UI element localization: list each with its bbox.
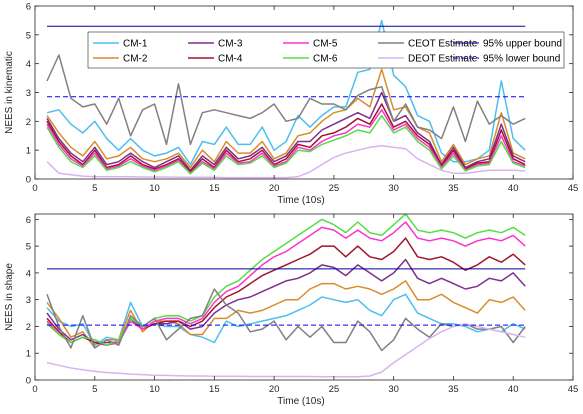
x-tick-label: 20 bbox=[269, 183, 280, 194]
legend-entry: CM-3 bbox=[218, 39, 243, 50]
x-axis-label: Time (10s) bbox=[277, 396, 324, 407]
y-tick-label: 6 bbox=[26, 215, 31, 226]
series-line-ceot-estimate bbox=[46, 288, 526, 352]
x-axis-label: Time (10s) bbox=[277, 195, 324, 206]
y-tick-label: 4 bbox=[26, 268, 31, 279]
series-line-cm-4 bbox=[46, 103, 526, 173]
plot-area bbox=[35, 214, 573, 380]
x-tick-label: 25 bbox=[329, 183, 340, 194]
series-line-deot-estimate bbox=[46, 323, 526, 378]
x-tick-label: 35 bbox=[448, 384, 459, 395]
y-tick-label: 2 bbox=[26, 117, 31, 128]
series-line-cm-2 bbox=[46, 68, 526, 169]
legend-entry: CM-6 bbox=[313, 54, 338, 65]
y-axis-label: NEES in kinematic bbox=[4, 51, 15, 134]
legend-entry: CM-2 bbox=[123, 54, 148, 65]
y-tick-label: 4 bbox=[26, 59, 31, 70]
y-tick-label: 3 bbox=[26, 88, 31, 99]
legend-entry: CM-5 bbox=[313, 39, 338, 50]
x-tick-label: 5 bbox=[92, 183, 97, 194]
series-line-cm-3 bbox=[46, 91, 526, 172]
x-tick-label: 40 bbox=[508, 384, 519, 395]
y-tick-label: 3 bbox=[26, 295, 31, 306]
series-group bbox=[46, 19, 526, 179]
x-tick-label: 25 bbox=[329, 384, 340, 395]
y-tick-label: 1 bbox=[26, 146, 31, 157]
series-line-deot-estimate bbox=[46, 145, 526, 179]
x-tick-label: 30 bbox=[388, 183, 399, 194]
x-tick-label: 45 bbox=[568, 384, 579, 395]
legend-entry: 95% upper bound bbox=[483, 39, 562, 50]
series-line-cm-2 bbox=[46, 280, 526, 349]
x-tick-label: 10 bbox=[149, 384, 160, 395]
legend-box bbox=[87, 31, 565, 69]
y-axis-label: NEES in shape bbox=[4, 263, 15, 331]
series-line-cm-5 bbox=[46, 109, 526, 174]
legend-entry: CM-4 bbox=[218, 54, 243, 65]
y-tick-label: 5 bbox=[26, 242, 31, 253]
x-tick-label: 15 bbox=[209, 183, 220, 194]
y-tick-label: 2 bbox=[26, 322, 31, 333]
x-tick-label: 35 bbox=[448, 183, 459, 194]
series-line-cm-6 bbox=[46, 114, 526, 175]
legend-entry: CM-1 bbox=[123, 39, 148, 50]
axes-box bbox=[34, 213, 574, 381]
x-tick-label: 30 bbox=[388, 384, 399, 395]
x-tick-label: 20 bbox=[269, 384, 280, 395]
y-tick-label: 0 bbox=[26, 175, 31, 186]
x-tick-label: 0 bbox=[32, 183, 37, 194]
y-tick-label: 1 bbox=[26, 349, 31, 360]
x-tick-label: 0 bbox=[32, 384, 37, 395]
legend-entry: CEOT Estimate bbox=[408, 39, 478, 50]
legend-entry: DEOT Estimate bbox=[408, 54, 478, 65]
x-tick-label: 5 bbox=[92, 384, 97, 395]
series-line-cm-1 bbox=[46, 293, 526, 346]
legend: CM-1 CM-2 CM-3 CM-4 CM-5 CM-6 CEOT Estimate DEO… bbox=[87, 31, 565, 69]
y-tick-label: 5 bbox=[26, 30, 31, 41]
legend-entry: 95% lower bound bbox=[483, 54, 560, 65]
x-tick-label: 45 bbox=[568, 183, 579, 194]
x-tick-label: 40 bbox=[508, 183, 519, 194]
y-tick-label: 0 bbox=[26, 376, 31, 387]
x-tick-label: 10 bbox=[149, 183, 160, 194]
y-tick-label: 6 bbox=[26, 2, 31, 13]
series-group bbox=[46, 213, 526, 378]
series-line-cm-5 bbox=[46, 221, 526, 346]
series-line-ceot-estimate bbox=[46, 54, 526, 146]
x-tick-label: 15 bbox=[209, 384, 220, 395]
